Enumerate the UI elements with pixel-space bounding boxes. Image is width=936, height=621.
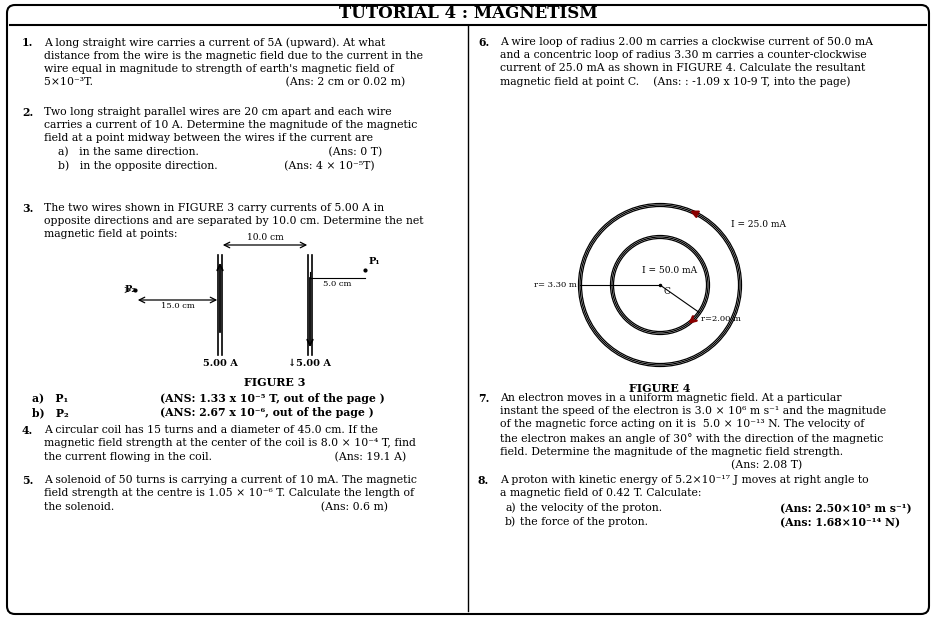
Text: An electron moves in a uniform magnetic field. At a particular
instant the speed: An electron moves in a uniform magnetic …	[500, 393, 886, 471]
Text: FIGURE 4: FIGURE 4	[629, 383, 691, 394]
Text: 7.: 7.	[478, 393, 490, 404]
Text: A solenoid of 50 turns is carrying a current of 10 mA. The magnetic
field streng: A solenoid of 50 turns is carrying a cur…	[44, 475, 417, 512]
Text: I = 25.0 mA: I = 25.0 mA	[730, 220, 785, 229]
Text: 5.: 5.	[22, 475, 34, 486]
Text: 1.: 1.	[22, 37, 34, 48]
Text: (ANS: 1.33 x 10⁻⁵ T, out of the page ): (ANS: 1.33 x 10⁻⁵ T, out of the page )	[160, 393, 385, 404]
Text: 10.0 cm: 10.0 cm	[246, 233, 284, 242]
Text: FIGURE 3: FIGURE 3	[244, 377, 306, 388]
Text: A long straight wire carries a current of 5A (upward). At what
distance from the: A long straight wire carries a current o…	[44, 37, 423, 88]
Text: 2.: 2.	[22, 107, 34, 118]
Text: 4.: 4.	[22, 425, 34, 436]
Text: a)   P₁: a) P₁	[32, 393, 68, 404]
Text: b): b)	[505, 517, 517, 527]
Text: A proton with kinetic energy of 5.2×10⁻¹⁷ J moves at right angle to
a magnetic f: A proton with kinetic energy of 5.2×10⁻¹…	[500, 475, 869, 498]
Text: (Ans: 2.50×10⁵ m s⁻¹): (Ans: 2.50×10⁵ m s⁻¹)	[780, 503, 912, 514]
Text: A wire loop of radius 2.00 m carries a clockwise current of 50.0 mA
and a concen: A wire loop of radius 2.00 m carries a c…	[500, 37, 873, 88]
Text: Two long straight parallel wires are 20 cm apart and each wire
carries a current: Two long straight parallel wires are 20 …	[44, 107, 417, 171]
Text: A circular coil has 15 turns and a diameter of 45.0 cm. If the
magnetic field st: A circular coil has 15 turns and a diame…	[44, 425, 416, 462]
Text: The two wires shown in FIGURE 3 carry currents of 5.00 A in
opposite directions : The two wires shown in FIGURE 3 carry cu…	[44, 203, 423, 240]
Text: ↓5.00 A: ↓5.00 A	[288, 359, 331, 368]
Text: TUTORIAL 4 : MAGNETISM: TUTORIAL 4 : MAGNETISM	[339, 4, 597, 22]
Text: P₁: P₁	[369, 257, 381, 266]
Text: b)   P₂: b) P₂	[32, 407, 68, 418]
Text: P₂: P₂	[125, 286, 137, 294]
Text: (Ans: 1.68×10⁻¹⁴ N): (Ans: 1.68×10⁻¹⁴ N)	[780, 517, 900, 528]
FancyBboxPatch shape	[7, 5, 929, 614]
Text: 6.: 6.	[478, 37, 490, 48]
Text: r=2.00 m: r=2.00 m	[701, 314, 741, 322]
Text: C: C	[663, 287, 670, 296]
Text: 5.00 A: 5.00 A	[202, 359, 238, 368]
Text: the force of the proton.: the force of the proton.	[520, 517, 648, 527]
Text: (ANS: 2.67 x 10⁻⁶, out of the page ): (ANS: 2.67 x 10⁻⁶, out of the page )	[160, 407, 373, 418]
Text: r= 3.30 m: r= 3.30 m	[534, 281, 577, 289]
Text: 5.0 cm: 5.0 cm	[323, 280, 352, 288]
Text: a): a)	[505, 503, 516, 514]
Text: the velocity of the proton.: the velocity of the proton.	[520, 503, 662, 513]
Text: 8.: 8.	[478, 475, 490, 486]
Text: 3.: 3.	[22, 203, 34, 214]
Text: 15.0 cm: 15.0 cm	[161, 302, 195, 310]
Text: I = 50.0 mA: I = 50.0 mA	[642, 266, 697, 275]
